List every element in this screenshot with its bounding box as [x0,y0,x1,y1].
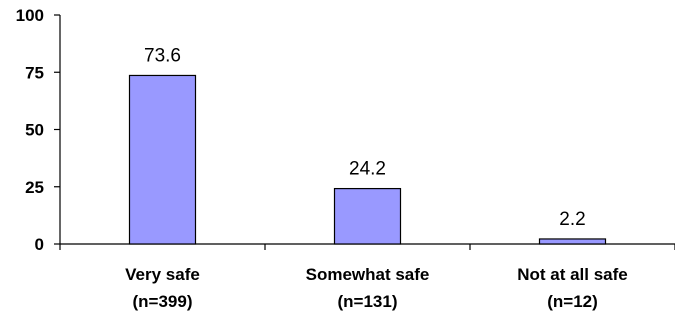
bar [538,238,607,245]
y-tick-label: 0 [35,235,44,254]
x-category-sample-size: (n=399) [133,292,193,311]
y-tick-label: 25 [25,178,44,197]
x-category-sample-size: (n=131) [338,292,398,311]
bars [128,74,607,245]
category-labels: Very safe (n=399) Somewhat safe (n=131) Not … [125,265,628,311]
x-category-label: Very safe [125,265,200,284]
y-tick-label: 75 [25,63,44,82]
x-category-sample-size: (n=12) [547,292,598,311]
y-tick-label: 50 [25,121,44,140]
data-label: 2.2 [559,209,585,230]
data-label: 73.6 [144,45,181,66]
x-axis [59,243,675,250]
y-tick-label: 100 [16,6,44,25]
x-category-label: Not at all safe [517,265,628,284]
bar [333,187,402,245]
bar [128,74,197,245]
y-axis: 0 25 50 75 100 [16,6,61,254]
data-label: 24.2 [349,159,386,180]
data-labels: 73.6 24.2 2.2 [144,45,586,230]
x-category-label: Somewhat safe [306,265,430,284]
